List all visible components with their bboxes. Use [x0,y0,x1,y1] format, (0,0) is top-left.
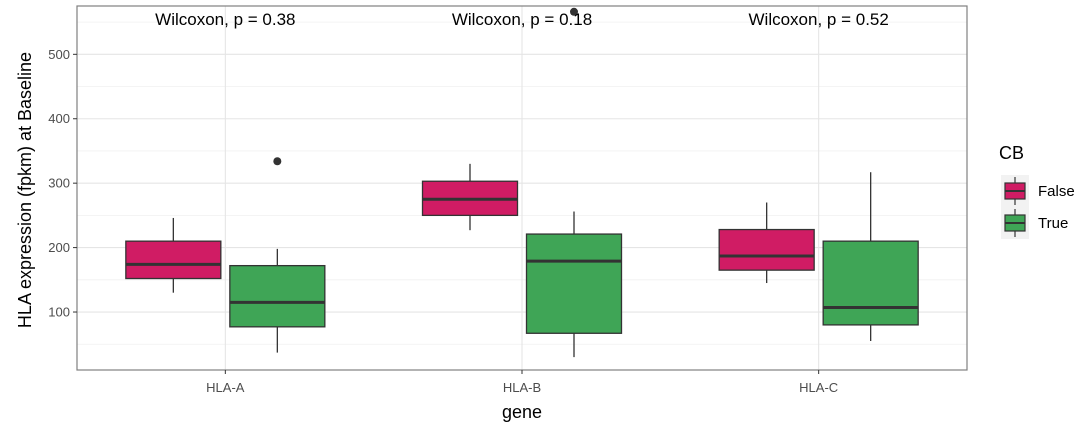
x-tick-label: HLA-B [503,380,541,395]
box-iqr [229,264,326,328]
y-tick-label: 200 [48,240,70,255]
wilcoxon-label: Wilcoxon, p = 0.52 [749,10,889,29]
box-iqr [822,240,919,326]
box-true-hla-b [525,7,623,358]
wilcoxon-label: Wilcoxon, p = 0.38 [155,10,295,29]
y-tick-label: 500 [48,47,70,62]
box-iqr [125,240,222,280]
x-axis-title: gene [502,402,542,422]
outlier-point [570,7,578,16]
legend-title: CB [999,143,1024,163]
x-tick-label: HLA-C [799,380,838,395]
box-iqr [718,228,815,271]
box-true-hla-c [822,172,919,342]
y-axis-title: HLA expression (fpkm) at Baseline [15,52,35,328]
y-tick-label: 100 [48,305,70,320]
outlier-point [273,157,282,166]
legend-item-false: False [1001,175,1075,207]
legend-label: False [1038,183,1075,200]
legend: CB False True [999,143,1075,239]
wilcoxon-label: Wilcoxon, p = 0.18 [452,10,592,29]
box-false-hla-b [421,163,519,231]
box-false-hla-a [125,217,222,293]
box-iqr [525,233,623,334]
wilcoxon-annotations: Wilcoxon, p = 0.38 Wilcoxon, p = 0.18 Wilc… [155,10,889,29]
legend-label: True [1038,215,1068,232]
legend-item-true: True [1001,207,1068,239]
grid-lines [77,6,967,370]
box-true-hla-a [229,157,326,353]
box-series [125,7,919,358]
y-tick-label: 400 [48,111,70,126]
x-axis: HLA-A HLA-B HLA-C [206,370,838,395]
box-false-hla-c [718,202,815,284]
y-tick-label: 300 [48,176,70,191]
y-axis: 100 200 300 400 500 [48,47,77,320]
x-tick-label: HLA-A [206,380,245,395]
